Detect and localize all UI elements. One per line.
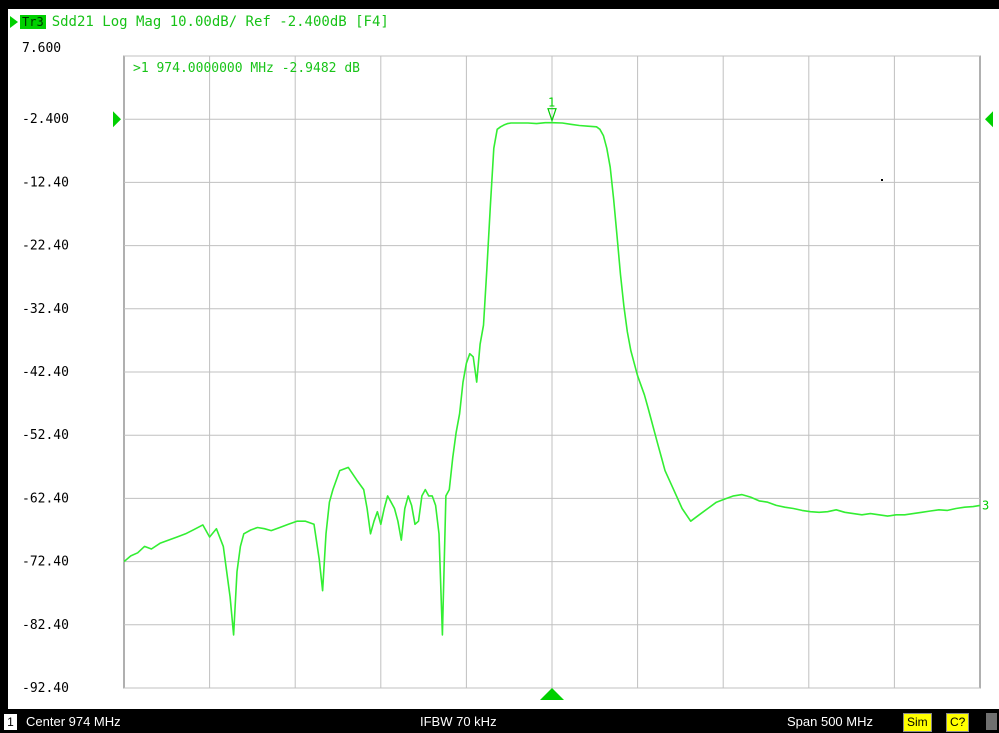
marker-layer: 1: [547, 96, 883, 181]
chart-plot: 7.600 -2.400 -12.40 -22.40 -32.40 -42.40 -52.4…: [22, 41, 993, 700]
center-indicator-icon: [540, 688, 564, 700]
y-tick-label: 7.600: [22, 41, 61, 56]
grid: [123, 55, 981, 689]
status-indicator: [986, 713, 997, 730]
trace-description: Sdd21 Log Mag 10.00dB/ Ref -2.400dB [F4]: [51, 14, 389, 30]
marker-label: 1: [548, 96, 555, 110]
y-tick-label: -2.400: [22, 112, 69, 127]
y-tick-label: -92.40: [22, 681, 69, 696]
y-tick-label: -12.40: [22, 175, 69, 190]
stray-dot: [881, 179, 883, 181]
span-value[interactable]: Span 500 MHz: [787, 714, 873, 729]
marker-readout: >1 974.0000000 MHz -2.9482 dB: [133, 61, 360, 76]
ref-left-arrow-icon: [113, 111, 121, 128]
y-tick-label: -52.40: [22, 428, 69, 443]
trace-end-label: 3: [982, 498, 989, 512]
center-frequency[interactable]: Center 974 MHz: [26, 714, 121, 729]
status-bar: 1 Center 974 MHz IFBW 70 kHz Span 500 MH…: [0, 711, 999, 733]
y-tick-label: -22.40: [22, 239, 69, 254]
trace-active-arrow-icon: [10, 16, 18, 28]
marker-triangle-icon: [547, 108, 557, 123]
sim-badge[interactable]: Sim: [903, 713, 932, 732]
ifbw-value[interactable]: IFBW 70 kHz: [420, 714, 497, 729]
y-tick-label: -42.40: [22, 365, 69, 380]
y-tick-label: -32.40: [22, 302, 69, 317]
ref-right-arrow-icon: [985, 111, 993, 128]
y-tick-label: -82.40: [22, 618, 69, 633]
channel-number[interactable]: 1: [4, 714, 17, 730]
reference-indicators: [113, 111, 993, 700]
trace-line: [123, 121, 981, 636]
trace-header[interactable]: Tr3 Sdd21 Log Mag 10.00dB/ Ref -2.400dB …: [10, 13, 389, 31]
trace-layer: 3: [123, 121, 989, 636]
y-tick-labels: 7.600 -2.400 -12.40 -22.40 -32.40 -42.40 -52.4…: [22, 41, 69, 696]
y-tick-label: -62.40: [22, 491, 69, 506]
calibration-badge[interactable]: C?: [946, 713, 970, 732]
y-tick-label: -72.40: [22, 555, 69, 570]
trace-id-badge[interactable]: Tr3: [20, 15, 46, 29]
